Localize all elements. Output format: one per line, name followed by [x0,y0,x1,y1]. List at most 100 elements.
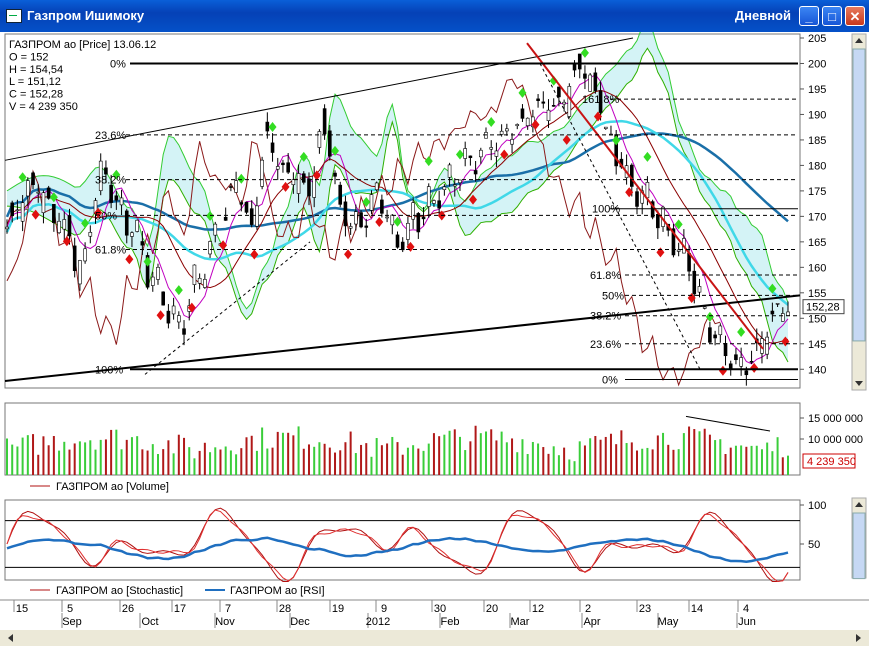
scroll-thumb[interactable] [852,48,866,342]
upper-channel-line [4,37,634,161]
candle-body [265,121,270,132]
candle-body [442,186,447,191]
fractal-up-marker [768,283,777,294]
scroll-up-arrow-icon[interactable] [855,38,863,43]
candle-body [15,209,20,212]
volume-bar [78,441,81,475]
price-panel [4,33,801,389]
candle-body [296,173,301,194]
fractal-up-marker [268,122,277,133]
candle-body [473,170,478,175]
volume-bar [521,439,524,475]
fractal-down-marker [156,310,165,321]
candle-body [374,182,379,191]
scroll-left-arrow-icon[interactable] [8,634,13,642]
candle-body [697,286,702,293]
candle-body [390,214,395,226]
candle-body [723,343,728,357]
candle-body [171,305,176,315]
volume-bar [21,437,24,475]
downtrend-line [526,42,764,350]
maximize-button[interactable]: □ [822,6,842,26]
candle-body [338,184,343,205]
scroll-up-arrow-icon[interactable] [855,502,863,507]
volume-bar [427,443,430,475]
volume-bar [183,437,186,475]
candle-body [411,202,415,220]
candle-body [270,142,275,153]
fib-upper-label: 161.8% [582,94,620,106]
volume-bar [125,439,128,475]
fractal-up-marker [174,285,183,296]
volume-bar [365,443,368,475]
price-axis-label: 175 [808,186,826,198]
candle-body [541,101,546,104]
volume-bar [563,447,566,475]
last-price-label: 152,28 [806,302,840,314]
scroll-down-arrow-icon[interactable] [855,381,863,386]
fib-level-label: 0% [110,58,126,70]
candle-body [182,328,186,335]
volume-bar [781,457,784,475]
candle-body [479,149,483,158]
candle-body [31,172,35,186]
volume-bar [16,446,19,475]
fractal-up-marker [143,256,152,267]
fractal-down-marker [62,236,71,247]
fractal-up-marker [49,192,58,203]
volume-bar [490,429,493,475]
volume-bar [688,426,691,475]
close-button[interactable]: ✕ [845,6,865,26]
candle-body [213,223,218,236]
candle-body [5,226,9,230]
candle-body [52,203,56,224]
timeframe-label: Дневной [734,8,791,23]
price-axis-label: 145 [808,339,826,351]
candle-body [734,354,738,361]
ichimoku-cloud [7,20,788,362]
stochastic-legend: ГАЗПРОМ ао [Stochastic] [56,585,183,597]
fractal-up-marker [206,210,215,221]
candle-body [239,202,244,205]
fib-bottom-label: 38.2% [590,311,621,323]
fib-level-label: 61.8% [95,244,126,256]
volume-bar [287,432,290,475]
volume-bar [261,427,264,475]
candle-body [275,166,280,170]
scroll-right-arrow-icon[interactable] [856,634,861,642]
chart-canvas[interactable]: 2052001951901851801751701651601551501451… [0,19,869,646]
fractal-up-marker [81,218,90,229]
senkou-span-b [6,47,789,363]
fractal-down-marker [718,365,727,376]
volume-bar [724,454,727,475]
fractal-down-marker [500,149,509,160]
fractal-up-marker [424,156,433,167]
candle-body [312,175,316,198]
minimize-button[interactable]: _ [799,6,819,26]
price-info-line: L = 151,12 [9,76,61,88]
candle-body [400,241,405,251]
fractal-up-marker [393,216,402,227]
volume-bar [396,442,399,475]
volume-bar [313,446,316,475]
scroll-thumb[interactable] [852,512,866,580]
candle-body [78,260,82,285]
volume-bar [672,449,675,475]
candle-body [525,117,530,126]
volume-bar [667,444,670,475]
volume-bar [750,445,753,475]
volume-bar [651,449,654,475]
volume-bar [380,445,383,475]
volume-bar [271,447,274,475]
volume-bar [104,439,107,475]
candle-body [109,184,113,203]
volume-bar [281,432,284,475]
candle-body [234,180,238,193]
candle-body [749,360,754,363]
volume-bar [615,444,618,475]
candle-body [244,201,249,213]
volume-bar [52,436,55,475]
candle-body [645,182,650,199]
horizontal-scrollbar[interactable] [0,630,869,646]
candle-body [67,215,72,237]
